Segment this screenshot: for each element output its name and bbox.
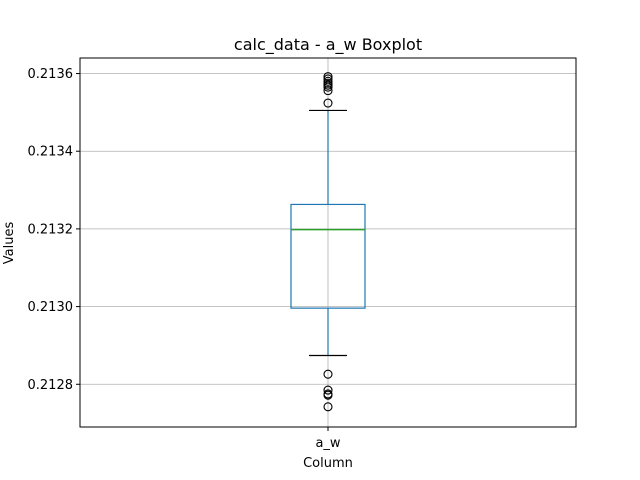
outlier-point — [323, 385, 333, 395]
outlier-point — [323, 402, 333, 412]
outlier-point — [323, 369, 333, 379]
outlier-point — [323, 86, 333, 96]
x-axis-ticks: a_w — [315, 427, 341, 451]
y-tick-label: 0.2130 — [28, 300, 74, 315]
y-tick-label: 0.2136 — [28, 67, 74, 82]
y-axis-title: Values — [2, 222, 17, 265]
iqr-box — [290, 203, 366, 309]
y-axis-ticks: 0.2128 0.2130 0.2132 0.2134 0.2136 — [28, 67, 80, 393]
chart-title: calc_data - a_w Boxplot — [234, 35, 422, 55]
x-axis-title: Column — [303, 456, 353, 471]
outlier-point — [323, 74, 333, 84]
box-group — [290, 72, 366, 412]
y-tick-label: 0.2134 — [28, 145, 74, 160]
outlier-point — [323, 98, 333, 108]
outlier-point — [323, 390, 333, 400]
y-tick-label: 0.2132 — [28, 222, 74, 237]
x-tick-label: a_w — [315, 436, 340, 451]
outlier-point — [323, 76, 333, 86]
outlier-point — [323, 72, 333, 82]
y-tick-label: 0.2128 — [28, 378, 74, 393]
